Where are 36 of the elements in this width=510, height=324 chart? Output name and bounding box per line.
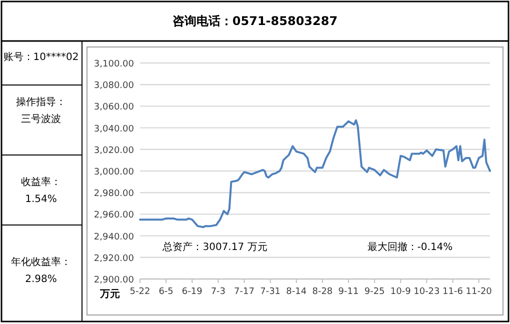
y-tick-label: 2,900.00 xyxy=(94,276,134,286)
y-tick-label: 3,100.00 xyxy=(94,60,134,70)
x-tick-label: 8-14 xyxy=(286,287,307,297)
x-tick-label: 10-23 xyxy=(414,287,440,297)
y-tick-label: 2,920.00 xyxy=(94,254,134,264)
x-tick-label: 7-17 xyxy=(234,287,254,297)
x-tick-label: 5-22 xyxy=(130,287,150,297)
annotation: 最大回撤：-0.14% xyxy=(367,241,453,253)
y-tick-label: 3,060.00 xyxy=(94,102,134,113)
text: 三号波波 xyxy=(21,113,61,125)
y-tick-label: 3,040.00 xyxy=(94,124,134,134)
text: 1.54% xyxy=(25,194,57,205)
y-tick-label: 3,080.00 xyxy=(94,81,134,92)
y-axis-title: 万元 xyxy=(99,288,120,300)
y-tick-label: 3,020.00 xyxy=(94,146,134,156)
x-tick-label: 8-28 xyxy=(312,287,333,297)
y-tick-label: 3,000.00 xyxy=(94,168,134,178)
y-tick-label: 2,980.00 xyxy=(94,189,134,200)
text: 年化收益率： xyxy=(11,256,71,268)
text: 账号：10****02 xyxy=(3,51,79,63)
text: 收益率： xyxy=(21,176,61,188)
text: 2.98% xyxy=(25,274,57,285)
x-tick-label: 7-31 xyxy=(260,287,281,297)
annotation: 总资产：3007.17 万元 xyxy=(162,241,268,253)
x-tick-label: 11-20 xyxy=(466,287,492,297)
x-tick-label: 6-5 xyxy=(158,287,174,297)
text: 操作指导： xyxy=(16,96,66,108)
chart-title: 咨询电话：0571-85803287 xyxy=(172,14,338,28)
y-tick-label: 2,960.00 xyxy=(94,210,134,221)
x-tick-label: 10-9 xyxy=(390,287,412,297)
x-tick-label: 9-11 xyxy=(338,287,359,297)
x-tick-label: 6-19 xyxy=(182,287,203,297)
x-tick-label: 7-3 xyxy=(210,287,226,297)
y-tick-label: 2,940.00 xyxy=(94,232,134,242)
x-tick-label: 11-6 xyxy=(442,287,464,297)
x-tick-label: 9-25 xyxy=(364,287,385,297)
